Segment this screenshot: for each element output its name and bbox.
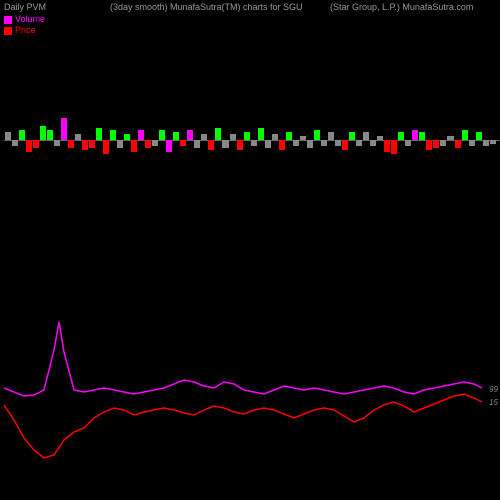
volume-bar (335, 115, 341, 165)
volume-bar (272, 115, 278, 165)
volume-bar (145, 115, 151, 165)
volume-bar (124, 115, 130, 165)
volume-bar (314, 115, 320, 165)
volume-bar (300, 115, 306, 165)
volume-bar (391, 115, 397, 165)
volume-bar (103, 115, 109, 165)
y-label: 99 (489, 385, 498, 394)
volume-bar (462, 115, 468, 165)
header-center: (3day smooth) MunafaSutra(TM) charts for… (110, 2, 303, 12)
volume-bar (490, 115, 496, 165)
volume-bar (321, 115, 327, 165)
header-right: (Star Group, L.P.) MunafaSutra.com (330, 2, 473, 12)
y-label: 15 (489, 398, 498, 407)
volume-bar (384, 115, 390, 165)
volume-bar (476, 115, 482, 165)
volume-bar (61, 115, 67, 165)
volume-bar (89, 115, 95, 165)
volume-bar (47, 115, 53, 165)
volume-bar (5, 115, 11, 165)
volume-bar (419, 115, 425, 165)
legend-volume-label: Volume (15, 14, 45, 25)
volume-bar (159, 115, 165, 165)
volume-bar (54, 115, 60, 165)
volume-bar (152, 115, 158, 165)
volume-bar (433, 115, 439, 165)
volume-bar (194, 115, 200, 165)
volume-bar (201, 115, 207, 165)
legend-price-swatch (4, 27, 12, 35)
legend-volume: Volume (4, 14, 45, 25)
volume-bar (469, 115, 475, 165)
volume-bar (237, 115, 243, 165)
volume-bar (173, 115, 179, 165)
volume-bar (440, 115, 446, 165)
volume-bar (33, 115, 39, 165)
volume-bar (455, 115, 461, 165)
volume-bar (293, 115, 299, 165)
volume-chart (4, 115, 496, 165)
volume-bar (377, 115, 383, 165)
volume-bar (19, 115, 25, 165)
volume-bar (215, 115, 221, 165)
volume-bar (12, 115, 18, 165)
volume-bar (251, 115, 257, 165)
volume-bar (307, 115, 313, 165)
volume-bar (342, 115, 348, 165)
volume-bars (4, 115, 496, 165)
volume-bar (286, 115, 292, 165)
volume-bar (96, 115, 102, 165)
volume-bar (187, 115, 193, 165)
chart-container: Daily PVM (3day smooth) MunafaSutra(TM) … (0, 0, 500, 500)
volume-bar (40, 115, 46, 165)
volume-bar (349, 115, 355, 165)
line-svg (4, 310, 482, 475)
volume-bar (117, 115, 123, 165)
volume-bar (26, 115, 32, 165)
volume-bar (328, 115, 334, 165)
volume-bar (244, 115, 250, 165)
volume-bar (222, 115, 228, 165)
volume-bar (426, 115, 432, 165)
line-chart (4, 310, 482, 475)
volume-bar (68, 115, 74, 165)
legend-price: Price (4, 25, 45, 36)
header-left: Daily PVM (4, 2, 46, 12)
legend: Volume Price (4, 14, 45, 36)
volume-bar (483, 115, 489, 165)
legend-volume-swatch (4, 16, 12, 24)
volume-bar (370, 115, 376, 165)
volume-bar (398, 115, 404, 165)
volume-bar (138, 115, 144, 165)
volume-bar (363, 115, 369, 165)
volume-bar (180, 115, 186, 165)
volume-bar (230, 115, 236, 165)
volume-bar (110, 115, 116, 165)
volume-bar (131, 115, 137, 165)
volume-bar (258, 115, 264, 165)
volume-bar (82, 115, 88, 165)
volume-bar (356, 115, 362, 165)
volume-bar (447, 115, 453, 165)
volume-bar (208, 115, 214, 165)
header: Daily PVM (3day smooth) MunafaSutra(TM) … (0, 2, 500, 22)
legend-price-label: Price (15, 25, 36, 36)
volume-bar (265, 115, 271, 165)
volume-bar (166, 115, 172, 165)
volume-bar (279, 115, 285, 165)
volume-bar (75, 115, 81, 165)
volume-bar (405, 115, 411, 165)
volume-bar (412, 115, 418, 165)
